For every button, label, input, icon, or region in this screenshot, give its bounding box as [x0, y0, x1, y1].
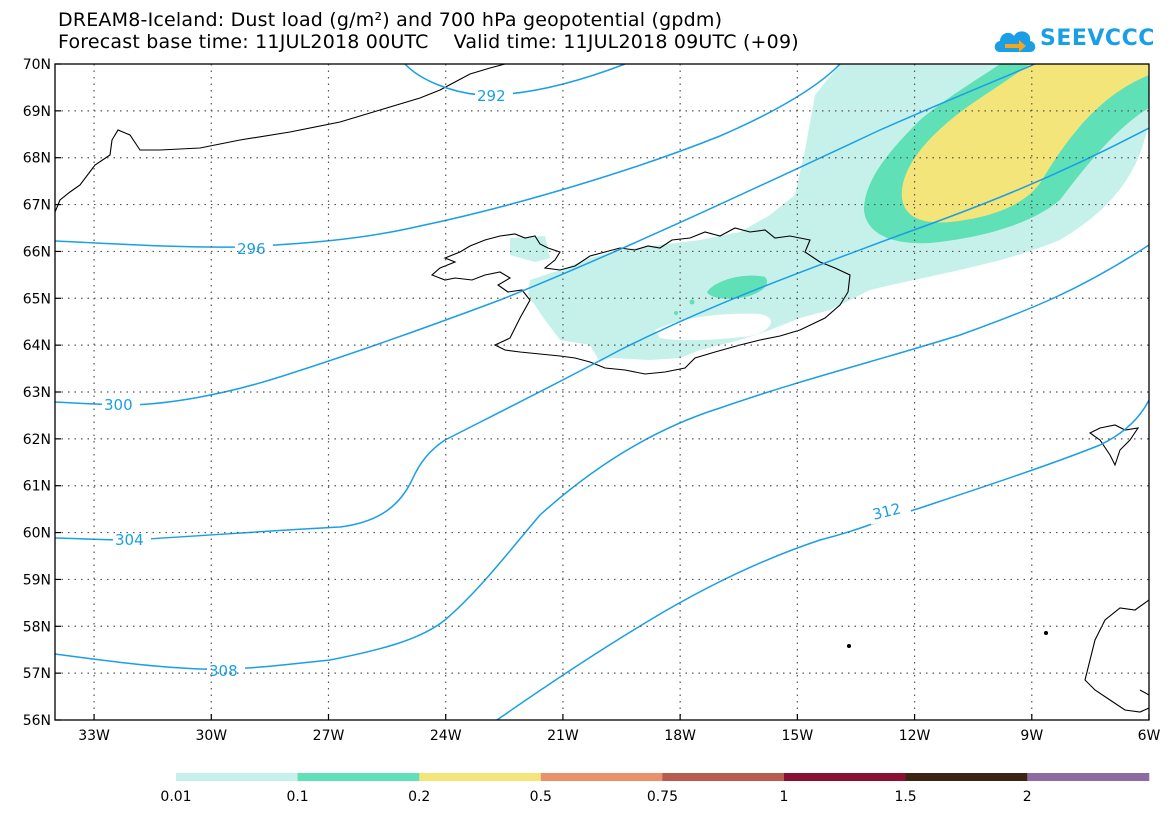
contour-312: [496, 399, 1149, 720]
seevccc-logo: SEEVCCC: [992, 22, 1154, 58]
colorbar-swatch: [662, 773, 785, 781]
lat-label: 68N: [23, 151, 51, 167]
cloud-logo-icon: [994, 31, 1036, 52]
logo-text: SEEVCCC: [1040, 26, 1155, 51]
contour-300: [55, 64, 1036, 406]
contour-label-300: 300: [104, 396, 133, 414]
contour-304: [55, 127, 1149, 541]
lat-label: 59N: [23, 572, 51, 588]
lat-label: 61N: [23, 479, 51, 495]
lat-label: 57N: [23, 666, 51, 682]
lon-label: 18W: [664, 728, 696, 744]
lon-label: 33W: [78, 728, 110, 744]
lat-label: 69N: [23, 104, 51, 120]
lat-label: 62N: [23, 432, 51, 448]
colorbar-swatch: [905, 773, 1028, 781]
coastlines: [55, 64, 1149, 713]
colorbar-label: 0.2: [408, 789, 430, 805]
norway-coast: [1084, 599, 1149, 713]
lon-label: 24W: [430, 728, 462, 744]
iceland-coast: [430, 227, 851, 375]
longitude-labels: 33W 30W 27W 24W 21W 18W 15W 12W 9W 6W: [78, 728, 1160, 744]
lat-label: 56N: [23, 713, 51, 729]
lat-label: 70N: [23, 57, 51, 73]
contour-label-296: 296: [237, 240, 266, 258]
contour-label-292: 292: [477, 87, 506, 105]
forecast-time-line: Forecast base time: 11JUL2018 00UTC Vali…: [58, 31, 799, 53]
dust-zone-0.2: [901, 64, 1149, 223]
dust-load-field: [510, 64, 1149, 362]
lat-label: 67N: [23, 198, 51, 214]
contour-296: [55, 64, 841, 248]
colorbar-swatch: [176, 773, 299, 781]
contour-label-304: 304: [115, 531, 144, 549]
graticule: [55, 63, 1150, 721]
colorbar-label: 2: [1023, 789, 1032, 805]
map-title: DREAM8-Iceland: Dust load (g/m²) and 700…: [58, 9, 723, 31]
colorbar: 0.01 0.1 0.2 0.5 0.75 1 1.5 2: [160, 773, 1150, 805]
dust-zone-0.1-small: [707, 275, 768, 299]
faroe-coast: [1088, 424, 1140, 467]
lon-label: 6W: [1138, 728, 1161, 744]
contour-label-308: 308: [209, 662, 238, 680]
latitude-labels: 70N 69N 68N 67N 66N 65N 64N 63N 62N 61N 60N 59N 58N 5…: [23, 57, 51, 729]
colorbar-label: 0.1: [286, 789, 308, 805]
contour-labels: 292 296 300 304 308 312: [102, 86, 912, 680]
lon-label: 30W: [195, 728, 227, 744]
colorbar-swatch: [297, 773, 420, 781]
lat-label: 66N: [23, 244, 51, 260]
lon-label: 15W: [782, 728, 814, 744]
lon-label: 9W: [1020, 728, 1043, 744]
colorbar-label: 1.5: [894, 789, 916, 805]
greenland-coast: [55, 64, 506, 213]
colorbar-swatch: [1027, 773, 1150, 781]
lon-label: 27W: [313, 728, 345, 744]
lat-label: 63N: [23, 385, 51, 401]
colorbar-swatch: [540, 773, 663, 781]
map-frame: [54, 63, 1150, 721]
lat-label: 58N: [23, 619, 51, 635]
lat-label: 64N: [23, 338, 51, 354]
colorbar-swatch: [419, 773, 542, 781]
colorbar-swatch: [784, 773, 907, 781]
contour-label-312: 312: [871, 499, 903, 523]
dust-zone-0.01-west: [510, 236, 550, 262]
lat-label: 60N: [23, 526, 51, 542]
lon-label: 12W: [899, 728, 931, 744]
lat-label: 65N: [23, 291, 51, 307]
colorbar-label: 0.01: [160, 789, 191, 805]
lon-label: 21W: [547, 728, 579, 744]
colorbar-label: 1: [780, 789, 789, 805]
colorbar-label: 0.5: [530, 789, 552, 805]
colorbar-label: 0.75: [647, 789, 678, 805]
